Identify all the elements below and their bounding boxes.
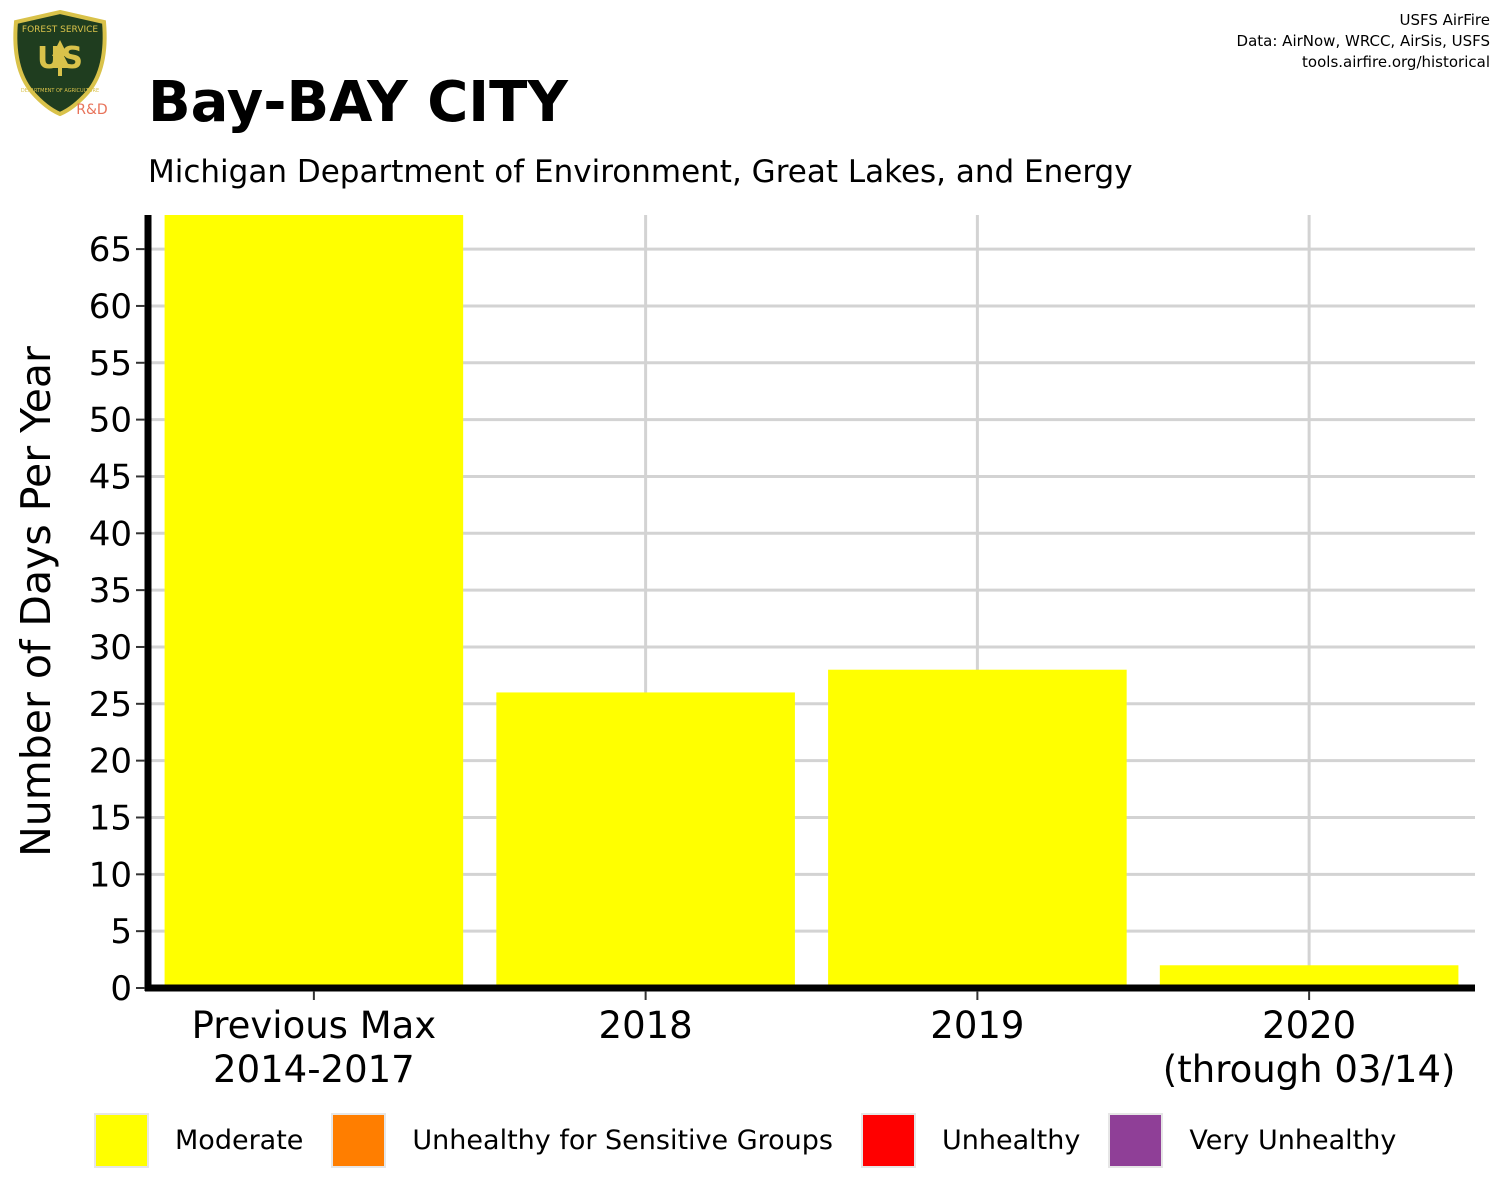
legend-label: Unhealthy for Sensitive Groups xyxy=(412,1124,833,1156)
legend-swatch xyxy=(861,1112,916,1168)
legend-swatch xyxy=(94,1112,149,1168)
bar xyxy=(496,692,795,988)
svg-text:R&D: R&D xyxy=(76,102,107,118)
x-tick-label: 2018 xyxy=(599,1004,693,1047)
svg-text:DEPARTMENT OF AGRICULTURE: DEPARTMENT OF AGRICULTURE xyxy=(21,88,99,94)
y-tick-label: 50 xyxy=(89,401,132,441)
y-tick-label: 10 xyxy=(89,855,132,895)
credit-line: tools.airfire.org/historical xyxy=(1302,53,1490,71)
y-tick-label: 45 xyxy=(89,457,132,497)
legend-swatch xyxy=(331,1112,387,1168)
y-tick-label: 30 xyxy=(89,628,132,668)
usfs-logo: FOREST SERVICE US DEPARTMENT OF AGRICULT… xyxy=(13,9,108,118)
x-tick-label-line: (through 03/14) xyxy=(1163,1048,1456,1091)
legend-item: Very Unhealthy xyxy=(1108,1112,1397,1168)
legend-label: Unhealthy xyxy=(942,1124,1081,1156)
y-tick-label: 65 xyxy=(89,230,132,270)
x-tick-label-line: 2014-2017 xyxy=(213,1048,415,1091)
credit-line: Data: AirNow, WRCC, AirSis, USFS xyxy=(1236,32,1490,50)
svg-text:FOREST SERVICE: FOREST SERVICE xyxy=(22,25,99,35)
y-tick-label: 55 xyxy=(89,344,132,384)
x-tick-label: Previous Max 2014-2017 xyxy=(192,1004,437,1091)
legend-item: Moderate xyxy=(94,1112,304,1168)
x-tick-label-line: 2020 xyxy=(1262,1004,1356,1047)
chart-subtitle: Michigan Department of Environment, Grea… xyxy=(148,154,1133,190)
y-tick-label: 40 xyxy=(89,514,132,554)
bar xyxy=(828,669,1127,988)
legend-label: Very Unhealthy xyxy=(1189,1124,1397,1156)
credit-line: USFS AirFire xyxy=(1399,11,1490,29)
legend-item: Unhealthy xyxy=(861,1112,1081,1168)
y-tick-label: 15 xyxy=(89,798,132,838)
x-tick-label-line: 2018 xyxy=(599,1004,693,1047)
legend-item: Unhealthy for Sensitive Groups xyxy=(331,1112,833,1168)
bar xyxy=(1159,965,1459,988)
credits: USFS AirFire Data: AirNow, WRCC, AirSis,… xyxy=(1237,10,1490,73)
x-tick-label-line: 2019 xyxy=(930,1004,1024,1047)
x-tick-label-line: Previous Max xyxy=(192,1004,437,1047)
y-tick-label: 0 xyxy=(110,969,132,1009)
chart-title: Bay-BAY CITY xyxy=(148,70,568,135)
y-tick-label: 60 xyxy=(89,287,132,327)
legend: Moderate Unhealthy for Sensitive Groups Un… xyxy=(94,1110,1424,1170)
y-tick-label: 20 xyxy=(89,742,132,782)
x-tick-label: 2019 xyxy=(930,1004,1024,1047)
y-tick-label: 25 xyxy=(89,685,132,725)
y-tick-label: 35 xyxy=(89,571,132,611)
legend-swatch xyxy=(1108,1112,1164,1168)
legend-label: Moderate xyxy=(175,1124,304,1156)
x-tick-label: 2020 (through 03/14) xyxy=(1163,1004,1456,1091)
y-axis-title: Number of Days Per Year xyxy=(12,346,60,857)
y-tick-label: 5 xyxy=(110,912,132,952)
bar xyxy=(164,215,464,988)
